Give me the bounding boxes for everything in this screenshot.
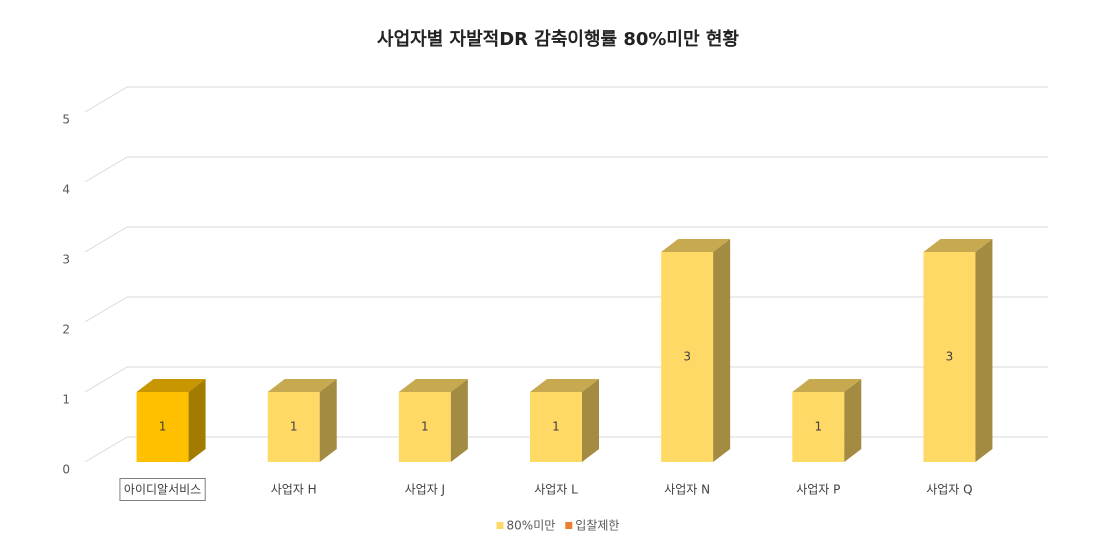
- legend-swatch: [565, 522, 573, 529]
- bar-side: [975, 239, 993, 462]
- y-tick-label: 4: [62, 183, 70, 197]
- bar-side: [319, 379, 337, 462]
- x-tick-label: 사업자 Q: [926, 483, 972, 497]
- bar: [530, 379, 599, 462]
- x-tick-label: 아이디알서비스: [124, 483, 201, 497]
- bar-top: [530, 379, 599, 392]
- bar-front: [136, 392, 189, 462]
- grid-line-side: [84, 366, 128, 393]
- data-label: 1: [814, 420, 822, 434]
- grid-line-side: [84, 436, 128, 463]
- bar-front: [530, 392, 582, 462]
- bar-top: [267, 379, 337, 392]
- legend-label: 80%미만: [507, 519, 556, 533]
- grid-line-side: [84, 86, 128, 113]
- bar-side: [713, 239, 731, 462]
- data-label: 1: [552, 420, 560, 434]
- bar-top: [792, 379, 862, 392]
- bar-front: [923, 252, 976, 462]
- data-label: 3: [946, 350, 954, 364]
- bar-top: [398, 379, 468, 392]
- bar-side: [844, 379, 862, 462]
- bar-front: [398, 392, 451, 462]
- bar: [661, 239, 731, 462]
- grid-line: [84, 366, 1048, 393]
- bar-front: [267, 392, 320, 462]
- x-tick-label: 사업자 H: [271, 483, 317, 497]
- data-label: 1: [421, 420, 429, 434]
- bar-top: [136, 379, 206, 392]
- bar-top: [661, 239, 731, 252]
- bar-side: [582, 379, 599, 462]
- x-tick-label: 사업자 P: [796, 483, 840, 497]
- grid-line-side: [84, 156, 128, 183]
- bar: [136, 379, 206, 462]
- grid-line: [84, 156, 1048, 183]
- y-tick-label: 5: [62, 113, 70, 127]
- legend: 80%미만 입찰제한: [496, 519, 619, 533]
- data-label: 1: [159, 420, 167, 434]
- y-tick-label: 1: [62, 393, 70, 407]
- bar-side: [450, 379, 468, 462]
- data-label: 1: [290, 420, 298, 434]
- bar: [792, 379, 862, 462]
- grid-line-side: [84, 296, 128, 323]
- chart-title: 사업자별 자발적DR 감축이행률 80%미만 현황: [377, 29, 739, 50]
- legend-swatch: [496, 522, 504, 529]
- x-tick-label: 사업자 L: [534, 483, 578, 497]
- grid-line-side: [84, 226, 128, 253]
- bar-front: [661, 252, 714, 462]
- x-tick-highlight: [119, 478, 206, 501]
- grid-line: [84, 86, 1048, 113]
- y-tick-label: 3: [62, 253, 70, 267]
- x-tick-label: 사업자 J: [405, 483, 445, 497]
- grid-line: [84, 296, 1048, 323]
- legend-label: 입찰제한: [575, 519, 619, 533]
- bar: [923, 239, 993, 462]
- y-tick-label: 0: [62, 463, 70, 477]
- data-label: 3: [683, 350, 691, 364]
- bar-top: [923, 239, 993, 252]
- y-tick-label: 2: [62, 323, 70, 337]
- bar-front: [792, 392, 845, 462]
- x-tick-label: 사업자 N: [664, 483, 710, 497]
- bar: [267, 379, 337, 462]
- bar-side: [188, 379, 206, 462]
- grid-line: [84, 226, 1048, 253]
- bar: [398, 379, 468, 462]
